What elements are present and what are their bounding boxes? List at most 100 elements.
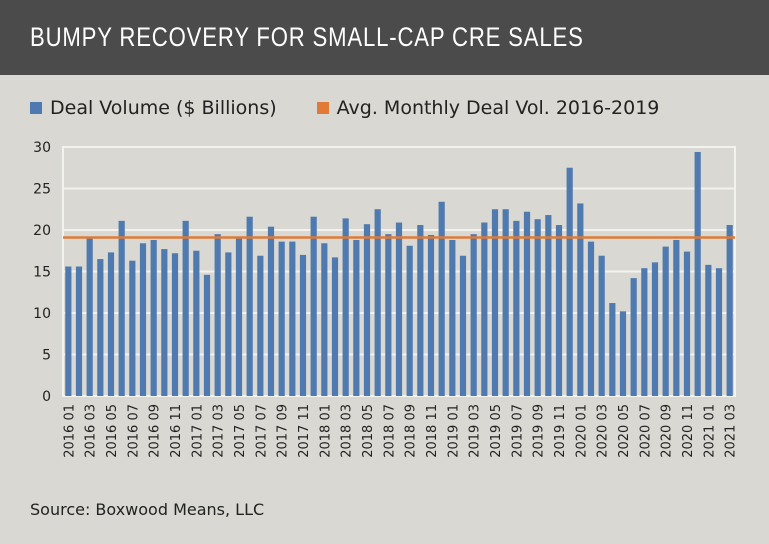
x-tick-label: 2020 05 [617, 404, 632, 458]
y-tick-label: 15 [33, 265, 51, 281]
x-tick-label: 2016 09 [148, 404, 163, 458]
legend-label-avg: Avg. Monthly Deal Vol. 2016-2019 [336, 97, 660, 119]
bar [513, 220, 520, 396]
bar [246, 216, 253, 396]
bar [694, 151, 701, 396]
bar [139, 243, 147, 396]
bar [299, 254, 307, 396]
x-tick-label: 2016 07 [126, 404, 141, 458]
bar [481, 222, 488, 396]
x-tick-label: 2019 07 [510, 404, 525, 458]
source-note: Source: Boxwood Means, LLC [30, 500, 265, 519]
bar [619, 311, 627, 396]
x-tick-label: 2018 05 [361, 404, 376, 458]
bar [587, 241, 595, 396]
x-tick-label: 2017 07 [254, 404, 269, 458]
bar [673, 239, 680, 396]
x-tick-label: 2018 03 [340, 404, 355, 458]
bar [555, 225, 563, 396]
x-tick-label: 2020 01 [574, 404, 589, 458]
bar [118, 220, 125, 396]
y-tick-label: 20 [33, 223, 51, 239]
bar [171, 253, 179, 396]
x-tick-label: 2017 11 [297, 404, 312, 458]
y-tick-label: 30 [33, 140, 51, 156]
bar [342, 218, 349, 396]
x-tick-label: 2016 05 [105, 404, 120, 458]
x-tick-label: 2018 09 [404, 404, 419, 458]
bar [630, 278, 637, 396]
y-tick-label: 10 [33, 306, 51, 322]
x-tick-label: 2017 09 [276, 404, 291, 458]
x-tick-label: 2019 05 [489, 404, 504, 458]
bar [427, 234, 435, 396]
bar [566, 167, 573, 396]
bar [353, 239, 360, 396]
bar [86, 238, 93, 396]
x-tick-label: 2017 03 [212, 404, 227, 458]
bar [523, 211, 531, 396]
x-tick-label: 2021 03 [724, 404, 739, 458]
legend-swatch-bars [30, 102, 42, 114]
x-tick-label: 2020 11 [681, 404, 696, 458]
x-tick-label: 2019 09 [532, 404, 547, 458]
chart-title: BUMPY RECOVERY FOR SMALL-CAP CRE SALES [30, 22, 584, 52]
bar [161, 249, 168, 396]
bar [363, 224, 371, 396]
y-tick-label: 25 [33, 182, 51, 198]
bar [470, 234, 477, 396]
bar [683, 251, 691, 396]
legend-label-bars: Deal Volume ($ Billions) [50, 97, 277, 119]
bar [203, 274, 211, 396]
bar [107, 252, 115, 396]
bar [310, 216, 317, 396]
bar [65, 266, 72, 396]
x-tick-label: 2016 01 [62, 404, 77, 458]
bar [406, 245, 413, 396]
y-tick-label: 5 [42, 348, 51, 364]
bar [651, 262, 659, 396]
bar [235, 237, 243, 396]
bar [417, 225, 424, 396]
bar [438, 201, 445, 396]
bar [331, 257, 339, 396]
legend-swatch-avg [316, 102, 329, 114]
title-bar: BUMPY RECOVERY FOR SMALL-CAP CRE SALES [0, 0, 769, 75]
bar [715, 268, 723, 396]
bar [129, 260, 136, 396]
bar [395, 222, 403, 396]
bar [225, 252, 232, 396]
bar [726, 225, 733, 396]
x-tick-label: 2020 03 [596, 404, 611, 458]
x-tick-label: 2016 03 [84, 404, 99, 458]
x-tick-label: 2020 09 [660, 404, 675, 458]
bar [641, 268, 648, 396]
bar [459, 255, 467, 396]
bar [150, 239, 157, 396]
bar [374, 209, 381, 396]
x-tick-label: 2018 01 [318, 404, 333, 458]
bar [75, 266, 83, 396]
bar [97, 259, 104, 396]
y-tick-label: 0 [42, 389, 51, 405]
bar [534, 219, 541, 396]
x-tick-label: 2019 01 [446, 404, 461, 458]
bar [385, 234, 392, 396]
bar [449, 239, 456, 396]
x-tick-label: 2017 01 [190, 404, 205, 458]
bar [598, 255, 605, 396]
bar [321, 243, 328, 396]
x-tick-label: 2016 11 [169, 404, 184, 458]
bar [278, 241, 285, 396]
bar [545, 215, 552, 396]
x-tick-label: 2019 11 [553, 404, 568, 458]
bar [662, 246, 669, 396]
x-tick-label: 2021 01 [702, 404, 717, 458]
x-tick-label: 2019 03 [468, 404, 483, 458]
bar [267, 226, 275, 396]
x-tick-label: 2018 11 [425, 404, 440, 458]
bar [289, 241, 296, 396]
bar [491, 209, 499, 396]
bar [609, 303, 616, 396]
